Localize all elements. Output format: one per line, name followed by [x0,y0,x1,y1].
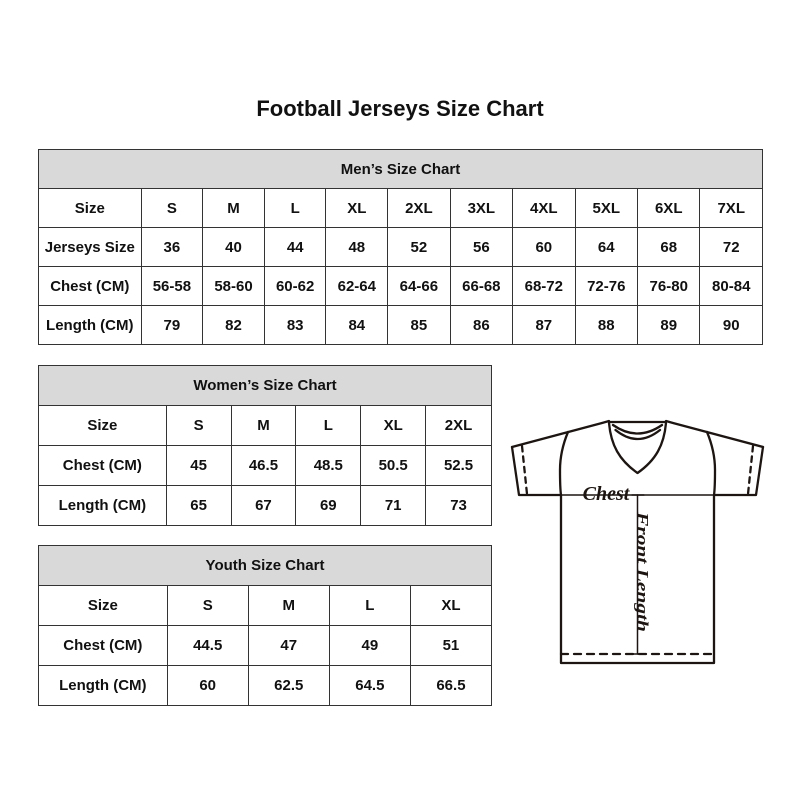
svg-text:Chest: Chest [583,483,631,505]
svg-text:Front Length: Front Length [634,511,651,632]
